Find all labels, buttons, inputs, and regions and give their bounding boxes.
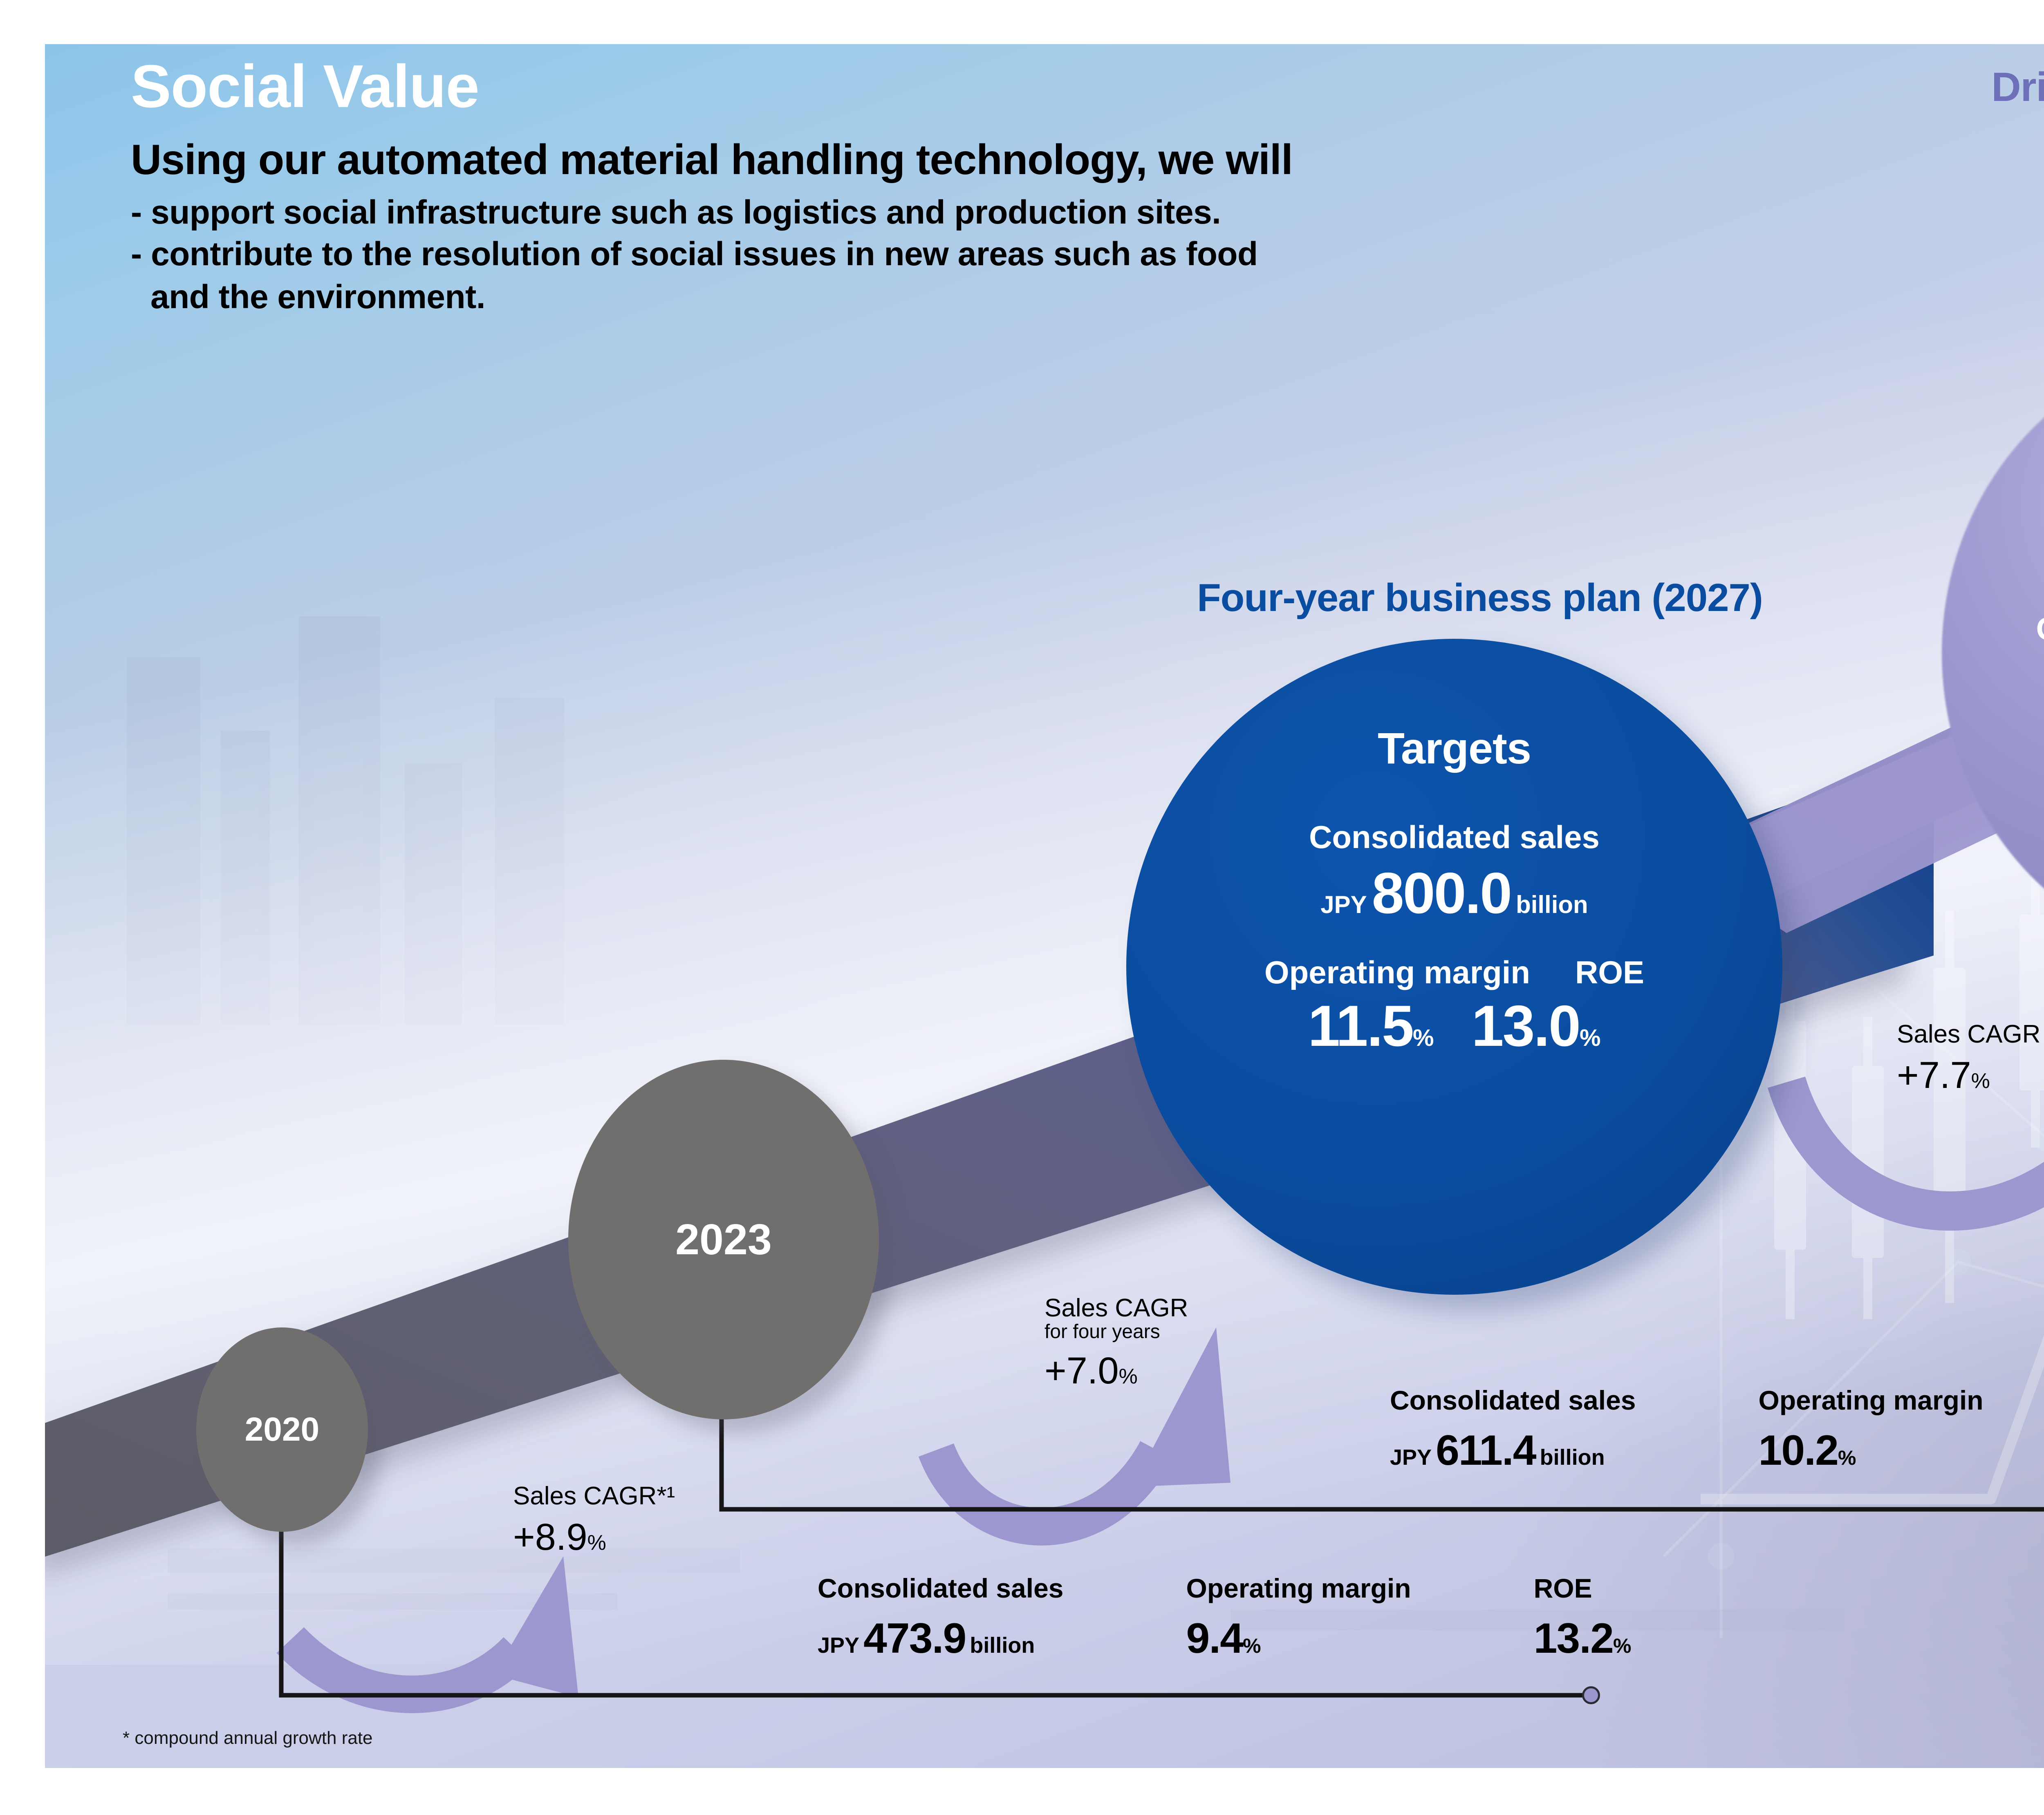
- targets-sales-number: 800.0: [1372, 861, 1512, 926]
- row2020-currency: JPY: [818, 1633, 860, 1658]
- bullet-item-2: - contribute to the resolution of social…: [131, 233, 1258, 319]
- cagr3-percent: %: [1971, 1069, 1990, 1093]
- year-circle-2020-label: 2020: [244, 1411, 320, 1448]
- targets-roe-percent: %: [1579, 1025, 1601, 1051]
- row2020-roe-value: 13.2 %: [1534, 1614, 1632, 1663]
- row2020-op-value: 9.4 %: [1186, 1614, 1411, 1663]
- connector-2023: [719, 1376, 2044, 1512]
- row2023-op-percent: %: [1838, 1446, 1856, 1469]
- vision-sphere-content: Consolidated sales JPY 1 trillion Operat…: [1942, 347, 2044, 960]
- targets-roe-label: ROE: [1575, 954, 1645, 990]
- row2023-op-number: 10.2: [1758, 1427, 1839, 1474]
- cagr-arrow-2020-2023: [276, 1556, 578, 1713]
- cagr-annotation-2027-2030: Sales CAGR +7.7%: [1897, 1021, 2040, 1097]
- infographic-slide: Social Value Using our automated materia…: [45, 44, 2044, 1768]
- cagr-annotation-2023-2027: Sales CAGR for four years +7.0%: [1044, 1295, 1188, 1392]
- cagr-arrow-2027-2030: [1768, 1076, 2044, 1231]
- row2023-op-value: 10.2 %: [1759, 1426, 1983, 1475]
- row2023-sales-number: 611.4: [1436, 1427, 1537, 1474]
- row2020-roe-number: 13.2: [1533, 1615, 1614, 1662]
- row2023-sales-unit: billion: [1540, 1445, 1605, 1470]
- cagr1-percent: %: [587, 1531, 606, 1555]
- cagr3-number: +7.7: [1897, 1054, 1971, 1097]
- row2020-op-label: Operating margin: [1186, 1573, 1411, 1603]
- page-title-social-value: Social Value: [131, 53, 480, 120]
- targets-op-label: Operating margin: [1264, 954, 1531, 990]
- tagline: Using our automated material handling te…: [131, 136, 1293, 184]
- year-circle-2020: 2020: [196, 1327, 368, 1532]
- target-circle: Targets Consolidated sales JPY 800.0 bil…: [1126, 639, 1782, 1295]
- vision-metric-labels: Operating margin ROE: [2036, 610, 2044, 647]
- vision-title: Driving Innovative Impact 2030 Vision: [1815, 64, 2044, 157]
- cagr2-percent: %: [1118, 1364, 1138, 1388]
- targets-roe-number: 13.0: [1471, 994, 1581, 1059]
- cagr1-value: +8.9%: [513, 1516, 675, 1559]
- data-row-2020: Consolidated sales JPY 473.9 billion Ope…: [818, 1573, 1631, 1663]
- row2020-op-percent: %: [1243, 1634, 1261, 1657]
- vision-op-label: Operating margin: [2036, 610, 2044, 647]
- row2023-op-label: Operating margin: [1758, 1385, 1983, 1415]
- year-circle-2023: 2023: [568, 1060, 879, 1419]
- plan-title: Four-year business plan (2027): [1197, 576, 1763, 620]
- targets-op-value: 11.5 %: [1308, 993, 1434, 1060]
- row2023-sales-value: JPY 611.4 billion: [1390, 1426, 1636, 1475]
- row2020-sales-unit: billion: [970, 1633, 1035, 1658]
- row2020-sales-label: Consolidated sales: [818, 1573, 1064, 1603]
- targets-heading: Targets: [1377, 723, 1531, 773]
- row2020-roe-percent: %: [1613, 1634, 1632, 1657]
- cagr1-title: Sales CAGR*¹: [513, 1482, 675, 1510]
- data-row-2023: Consolidated sales JPY 611.4 billion Ope…: [1390, 1385, 2044, 1475]
- row2023-op-cell: Operating margin 10.2 %: [1759, 1385, 1983, 1475]
- row2020-op-cell: Operating margin 9.4 %: [1186, 1573, 1411, 1663]
- row2023-sales-cell: Consolidated sales JPY 611.4 billion: [1390, 1385, 1636, 1475]
- row2023-currency: JPY: [1390, 1445, 1432, 1470]
- row2020-sales-number: 473.9: [863, 1615, 966, 1662]
- targets-sales-unit: billion: [1516, 891, 1588, 918]
- row2020-op-number: 9.4: [1186, 1615, 1244, 1662]
- targets-op-percent: %: [1413, 1025, 1434, 1051]
- cagr1-number: +8.9: [513, 1516, 587, 1558]
- footnote: * compound annual growth rate: [123, 1728, 373, 1748]
- vision-title-line1: Driving Innovative Impact 2030: [1991, 64, 2044, 110]
- bullet-item-2-line1: - contribute to the resolution of social…: [131, 235, 1258, 273]
- cagr-annotation-2020-2023: Sales CAGR*¹ +8.9%: [513, 1483, 675, 1559]
- connector-dot-2020: [1582, 1686, 1600, 1704]
- cagr3-value: +7.7%: [1897, 1054, 2040, 1097]
- targets-sales-label: Consolidated sales: [1309, 819, 1600, 855]
- targets-metric-labels: Operating margin ROE: [1264, 954, 1644, 991]
- vision-title-line2: Vision: [1815, 110, 2044, 157]
- cagr-arrow-2023-2027: [918, 1327, 1230, 1546]
- row2020-roe-cell: ROE 13.2 %: [1534, 1573, 1632, 1663]
- row2023-sales-label: Consolidated sales: [1390, 1385, 1636, 1415]
- targets-op-number: 11.5: [1308, 994, 1414, 1059]
- targets-sales-value: JPY 800.0 billion: [1320, 860, 1588, 927]
- targets-roe-value: 13.0 %: [1472, 993, 1601, 1060]
- cagr2-number: +7.0: [1044, 1350, 1119, 1392]
- row2020-sales-cell: Consolidated sales JPY 473.9 billion: [818, 1573, 1064, 1663]
- connector-2020: [279, 1497, 1590, 1698]
- row2020-sales-value: JPY 473.9 billion: [818, 1614, 1064, 1663]
- bullet-item-1: - support social infrastructure such as …: [131, 194, 1221, 231]
- cagr2-subtitle: for four years: [1044, 1321, 1160, 1343]
- targets-metric-values: 11.5 % 13.0 %: [1308, 993, 1600, 1060]
- cagr2-title: Sales CAGR: [1044, 1294, 1188, 1322]
- cagr2-value: +7.0%: [1044, 1350, 1188, 1392]
- cagr3-title: Sales CAGR: [1897, 1020, 2041, 1048]
- year-circle-2023-label: 2023: [675, 1215, 772, 1264]
- bullet-item-2-line2: and the environment.: [150, 278, 486, 316]
- targets-currency: JPY: [1320, 891, 1367, 918]
- row2020-roe-label: ROE: [1533, 1573, 1592, 1603]
